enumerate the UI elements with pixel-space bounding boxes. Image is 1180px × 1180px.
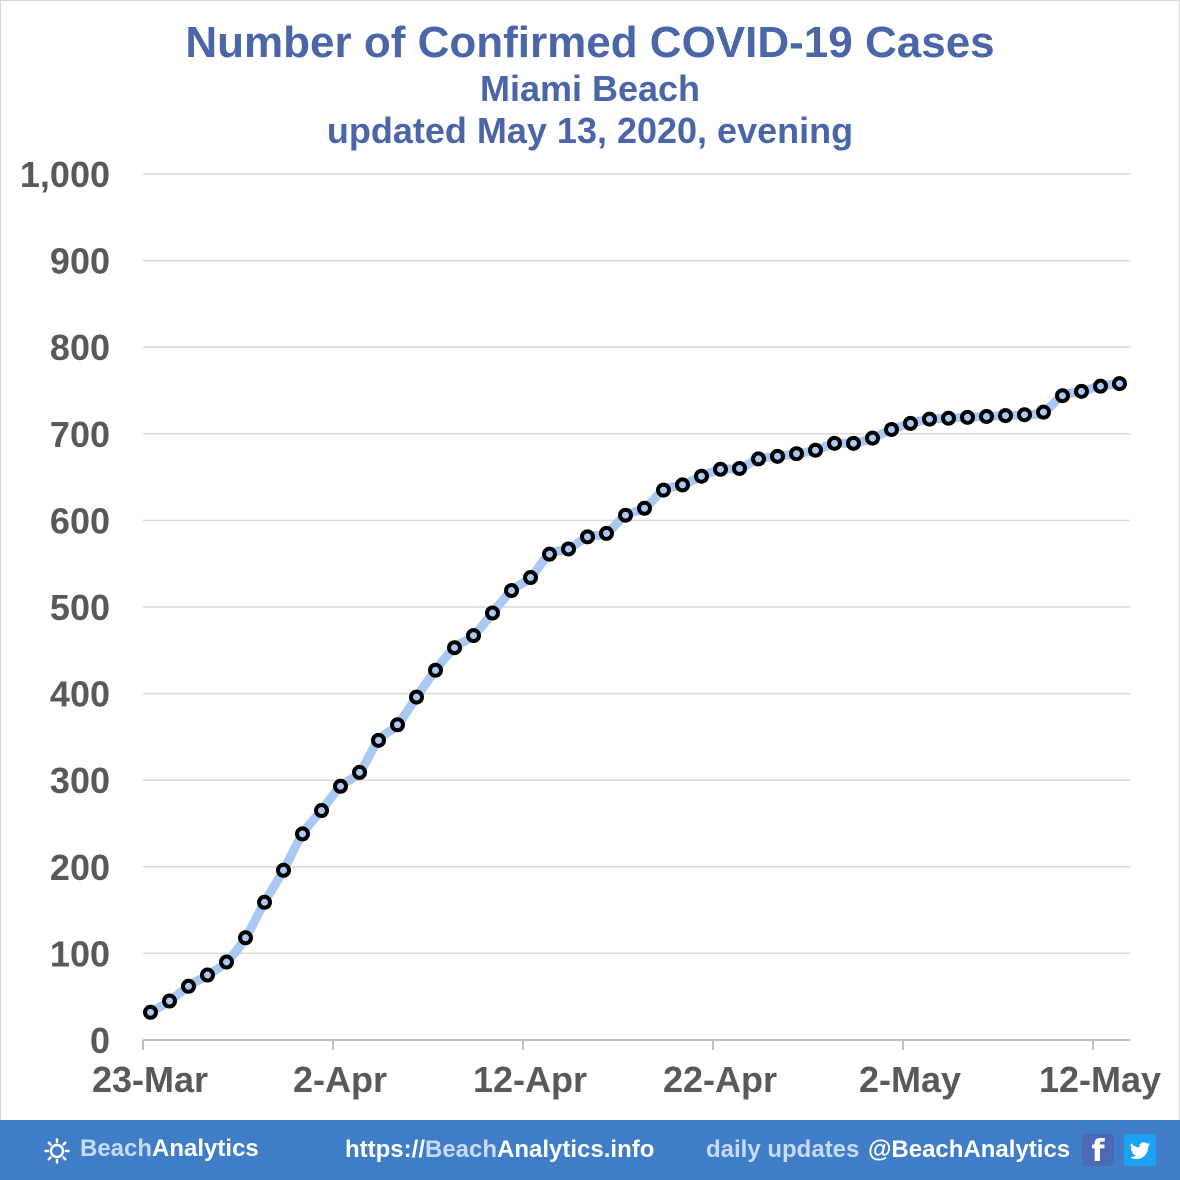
data-point (618, 507, 633, 523)
data-point (428, 662, 443, 678)
x-tick-label: 2-Apr (293, 1059, 387, 1100)
x-tick-label: 2-May (859, 1059, 961, 1100)
data-point (276, 862, 291, 878)
data-point (637, 500, 652, 516)
data-point (922, 411, 937, 427)
chart-titles: Number of Confirmed COVID-19 Cases Miami… (0, 18, 1180, 152)
twitter-icon[interactable] (1124, 1134, 1156, 1166)
data-point (789, 446, 804, 462)
data-point (219, 954, 234, 970)
data-point (314, 803, 329, 819)
data-point (295, 826, 310, 842)
data-point (504, 583, 519, 599)
data-point (675, 477, 690, 493)
data-point (1055, 388, 1070, 404)
data-point (181, 978, 196, 994)
data-point (561, 541, 576, 557)
data-point (694, 468, 709, 484)
footer-bar: BeachAnalytics https://BeachAnalytics.in… (0, 1120, 1180, 1180)
data-point (1112, 376, 1127, 392)
data-point (1036, 404, 1051, 420)
data-point (846, 435, 861, 451)
chart-title: Number of Confirmed COVID-19 Cases (185, 18, 995, 67)
data-point (732, 460, 747, 476)
data-point (238, 930, 253, 946)
data-point (884, 421, 899, 437)
line-chart: 0 100 200 300 400 500 600 700 800 900 1,000 23-Mar 2… (20, 154, 1161, 1100)
data-point (1093, 378, 1108, 394)
data-point (979, 408, 994, 424)
data-point (352, 764, 367, 780)
footer-brand-analytics: Analytics (152, 1135, 259, 1162)
footer-brand-beach: Beach (80, 1135, 153, 1162)
sun-icon (44, 1138, 70, 1164)
facebook-icon[interactable]: f (1082, 1134, 1114, 1169)
data-point (1074, 383, 1089, 399)
footer-brand: BeachAnalytics (80, 1134, 259, 1163)
x-tick-label: 12-Apr (473, 1059, 587, 1100)
data-point (523, 570, 538, 586)
data-point (143, 1004, 158, 1020)
y-tick-label: 900 (50, 241, 110, 282)
footer-handle[interactable]: @BeachAnalytics (868, 1136, 1071, 1163)
data-point (1017, 407, 1032, 423)
data-point (903, 415, 918, 431)
data-point (770, 448, 785, 464)
x-tick-label: 12-May (1039, 1059, 1161, 1100)
y-tick-label: 1,000 (20, 154, 110, 195)
data-point (808, 442, 823, 458)
y-tick-label: 700 (50, 414, 110, 455)
y-tick-label: 400 (50, 674, 110, 715)
footer-url-brand: Beach (424, 1136, 498, 1163)
data-point (960, 409, 975, 425)
data-point (257, 894, 272, 910)
data-point (447, 640, 462, 656)
data-point (466, 628, 481, 644)
data-point (200, 967, 215, 983)
y-tick-label: 600 (50, 500, 110, 541)
data-point (409, 689, 424, 705)
data-point (656, 482, 671, 498)
data-point (998, 408, 1013, 424)
y-tick-label: 200 (50, 847, 110, 888)
data-point (542, 546, 557, 562)
chart-subtitle: Miami Beach (479, 68, 701, 109)
y-tick-label: 0 (90, 1020, 110, 1061)
data-point (162, 993, 177, 1009)
data-point (941, 410, 956, 426)
data-point (713, 461, 728, 477)
data-point (371, 732, 386, 748)
footer-updates-label: daily updates (706, 1136, 860, 1163)
y-tick-label: 100 (50, 933, 110, 974)
y-tick-label: 300 (50, 760, 110, 801)
data-point (390, 717, 405, 733)
x-tick-label: 22-Apr (663, 1059, 777, 1100)
y-tick-label: 800 (50, 327, 110, 368)
x-tick-label: 23-Mar (92, 1059, 208, 1100)
series-line (146, 379, 1124, 1017)
data-point (865, 430, 880, 446)
data-point (599, 525, 614, 541)
footer-url-rest: Analytics.info (497, 1136, 655, 1163)
data-point (333, 778, 348, 794)
data-point (827, 435, 842, 451)
data-point (751, 451, 766, 467)
data-point (485, 605, 500, 621)
data-point (580, 529, 595, 545)
footer-url[interactable]: https://BeachAnalytics.info (345, 1136, 654, 1164)
chart-updated: updated May 13, 2020, evening (326, 110, 854, 151)
y-tick-label: 500 (50, 587, 110, 628)
footer-url-prefix: https:// (345, 1136, 425, 1163)
